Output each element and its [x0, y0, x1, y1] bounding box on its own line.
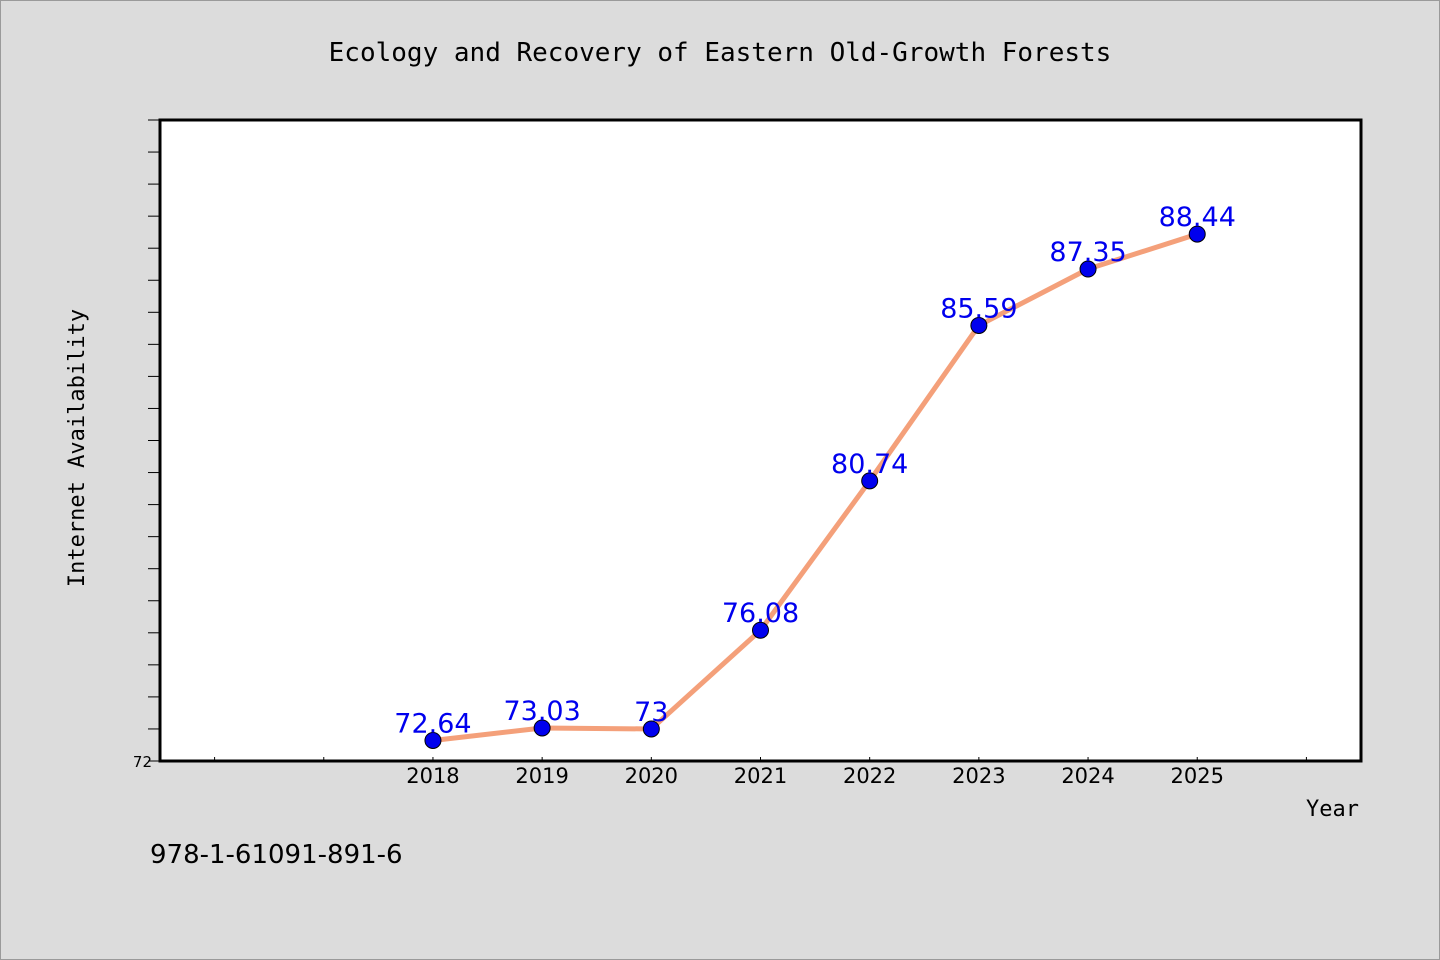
data-point	[861, 472, 879, 490]
data-label: 87.35	[1049, 237, 1126, 268]
plot-area	[158, 118, 1363, 763]
data-label: 88.44	[1159, 202, 1236, 233]
x-tick-label: 2025	[1171, 764, 1224, 788]
y-tick-label: 72	[133, 753, 152, 771]
x-axis-ticks: 2018 2019 2020 2021 2022 2023 2024 2025	[214, 757, 1307, 788]
data-point	[1079, 260, 1097, 278]
data-label: 72.64	[394, 708, 471, 739]
y-axis-label: Internet Availability	[65, 309, 90, 587]
data-label: 76.08	[722, 598, 799, 629]
x-tick-label: 2022	[843, 764, 896, 788]
x-axis-label: Year	[1306, 797, 1359, 822]
data-label: 85.59	[940, 293, 1017, 324]
y-axis-ticks: 72	[133, 119, 161, 771]
data-point	[970, 316, 988, 334]
data-label: 80.74	[831, 449, 908, 480]
data-point	[642, 720, 660, 738]
data-point	[533, 719, 551, 737]
x-tick-label: 2019	[515, 764, 568, 788]
x-tick-label: 2021	[734, 764, 787, 788]
x-tick-label: 2018	[406, 764, 459, 788]
x-tick-label: 2024	[1061, 764, 1114, 788]
data-point	[752, 621, 769, 639]
series-line	[430, 231, 1200, 743]
data-label: 73	[634, 697, 668, 728]
series-layer: 72.64 73.03 73 76.08 80.74 85.59 87.35 88.44	[394, 202, 1236, 749]
chart-title: Ecology and Recovery of Eastern Old-Grow…	[329, 38, 1112, 68]
x-tick-label: 2023	[952, 764, 1005, 788]
data-point	[424, 731, 442, 749]
data-point	[1188, 225, 1206, 243]
x-tick-label: 2020	[625, 764, 678, 788]
data-label: 73.03	[503, 696, 580, 727]
isbn-text: 978-1-61091-891-6	[150, 840, 403, 870]
